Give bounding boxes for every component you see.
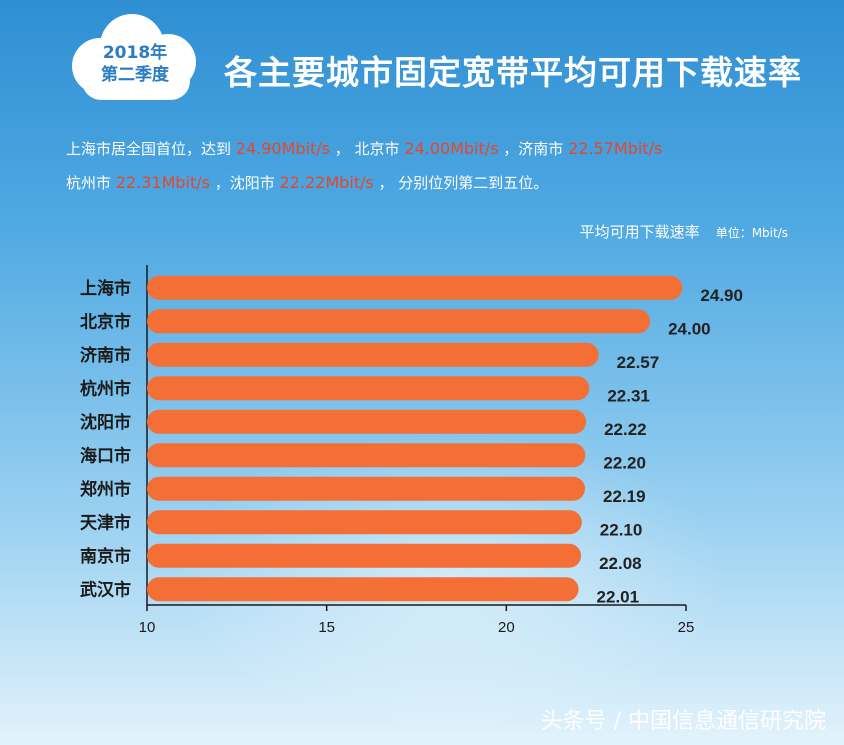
unit-text: 单位：Mbit/s <box>715 226 788 240</box>
summary-value: 24.90Mbit/s <box>235 139 330 158</box>
x-tick-label: 10 <box>139 619 156 636</box>
value-label: 22.19 <box>603 487 646 506</box>
source-watermark: 头条号 / 中国信息通信研究院 <box>540 709 826 734</box>
summary-line-2: 杭州市 22.31Mbit/s ，沈阳市 22.22Mbit/s ， 分别位列第… <box>66 172 548 193</box>
page-title: 各主要城市固定宽带平均可用下载速率 <box>224 53 802 92</box>
x-tick-label: 15 <box>318 619 335 636</box>
value-label: 22.22 <box>604 420 647 439</box>
city-label: 南京市 <box>80 546 131 567</box>
bar <box>147 309 651 334</box>
bar <box>147 275 683 300</box>
city-label: 武汉市 <box>80 579 131 600</box>
summary-text: 杭州市 <box>66 174 116 192</box>
city-label: 北京市 <box>80 311 131 332</box>
city-label: 天津市 <box>80 512 131 533</box>
bar <box>147 543 582 568</box>
badge-quarter: 第二季度 <box>101 65 169 85</box>
bar <box>147 577 579 602</box>
badge-year: 2018年 <box>102 43 168 63</box>
summary-value: 24.00Mbit/s <box>404 139 499 158</box>
bar <box>147 476 586 501</box>
summary-text: ，沈阳市 <box>210 174 280 192</box>
summary-value: 22.22Mbit/s <box>279 173 374 192</box>
summary-value: 22.57Mbit/s <box>568 139 663 158</box>
summary-value: 22.31Mbit/s <box>115 173 210 192</box>
summary-text: ，济南市 <box>498 140 569 158</box>
city-label: 郑州市 <box>80 479 131 500</box>
city-label: 杭州市 <box>80 378 131 399</box>
city-label: 海口市 <box>80 445 131 466</box>
bar <box>147 376 590 401</box>
cloud-badge-icon <box>72 14 196 100</box>
value-label: 22.01 <box>597 587 640 606</box>
value-label: 22.20 <box>603 453 646 472</box>
city-label: 沈阳市 <box>80 412 131 433</box>
value-label: 22.10 <box>600 520 643 539</box>
bar <box>147 443 586 468</box>
city-label: 上海市 <box>80 278 131 299</box>
bar-chart: 10 15 20 25 上海市 24.90 北京市 24.00 济南市 22.57 杭州市 22.31… <box>80 265 743 636</box>
x-tick-label: 20 <box>498 619 515 636</box>
value-label: 22.08 <box>599 554 642 573</box>
summary-text: ， 分别位列第二到五位。 <box>373 174 549 192</box>
bar <box>147 510 582 535</box>
city-label: 济南市 <box>80 345 131 366</box>
summary-text: ， 北京市 <box>330 140 405 158</box>
value-label: 24.90 <box>700 286 743 305</box>
summary-line-1: 上海市居全国首位，达到 24.90Mbit/s ， 北京市 24.00Mbit/… <box>66 138 662 159</box>
value-label: 22.31 <box>607 386 650 405</box>
chart-unit-label: 平均可用下载速率 单位：Mbit/s <box>580 221 788 242</box>
x-tick-label: 25 <box>678 619 695 636</box>
bar <box>147 409 587 434</box>
bar <box>147 342 599 367</box>
value-label: 22.57 <box>617 353 660 372</box>
chart-subtitle: 平均可用下载速率 <box>579 223 700 241</box>
summary-text: 上海市居全国首位，达到 <box>66 140 236 158</box>
value-label: 24.00 <box>668 319 711 338</box>
